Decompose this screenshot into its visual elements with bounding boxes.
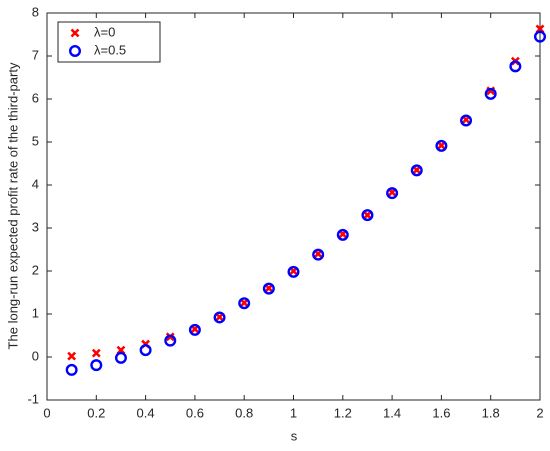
y-tick-label: 4 [32, 176, 39, 191]
point [435, 139, 448, 152]
y-tick-label: -1 [27, 391, 39, 406]
point [139, 344, 152, 357]
point [312, 248, 325, 261]
x-tick-label: 1.8 [482, 405, 500, 420]
legend-marker [70, 28, 80, 38]
point [410, 164, 423, 177]
y-tick-label: 7 [32, 47, 39, 62]
point [361, 209, 374, 222]
y-tick-label: 3 [32, 219, 39, 234]
x-tick-label: 0.8 [235, 405, 253, 420]
point [412, 165, 422, 175]
y-tick-label: 5 [32, 133, 39, 148]
point [215, 312, 224, 322]
point [363, 210, 372, 220]
point [67, 351, 77, 361]
x-axis-label: s [291, 428, 298, 443]
x-tick-label: 2 [536, 405, 543, 420]
y-tick-label: 0 [32, 348, 39, 363]
point [509, 60, 522, 73]
point [213, 311, 226, 324]
x-tick-label: 0.2 [87, 405, 105, 420]
point [91, 348, 101, 358]
point [65, 363, 78, 376]
legend-label: λ=0.5 [94, 42, 126, 57]
y-tick-label: 6 [32, 90, 39, 105]
x-tick-label: 1.6 [432, 405, 450, 420]
point [262, 282, 275, 295]
x-tick-label: 0.4 [137, 405, 155, 420]
legend-marker [68, 45, 81, 58]
point [114, 351, 127, 364]
x-tick-label: 0 [43, 405, 50, 420]
y-tick-label: 2 [32, 262, 39, 277]
y-axis-label: The long-run expected profit rate of the… [5, 62, 20, 349]
y-tick-label: 8 [32, 4, 39, 19]
point [484, 87, 497, 100]
point [287, 265, 300, 278]
point [336, 228, 349, 241]
point [164, 334, 177, 347]
point [386, 187, 399, 200]
x-tick-label: 1 [290, 405, 297, 420]
x-tick-label: 1.4 [383, 405, 401, 420]
y-tick-label: 1 [32, 305, 39, 320]
point [460, 114, 473, 127]
legend-label: λ=0 [94, 24, 115, 39]
point [436, 141, 446, 150]
point [239, 298, 249, 308]
point [534, 30, 547, 43]
point [90, 359, 103, 372]
point [238, 297, 251, 310]
point [188, 323, 201, 336]
point [264, 283, 274, 293]
x-tick-label: 1.2 [334, 405, 352, 420]
x-tick-label: 0.6 [186, 405, 204, 420]
